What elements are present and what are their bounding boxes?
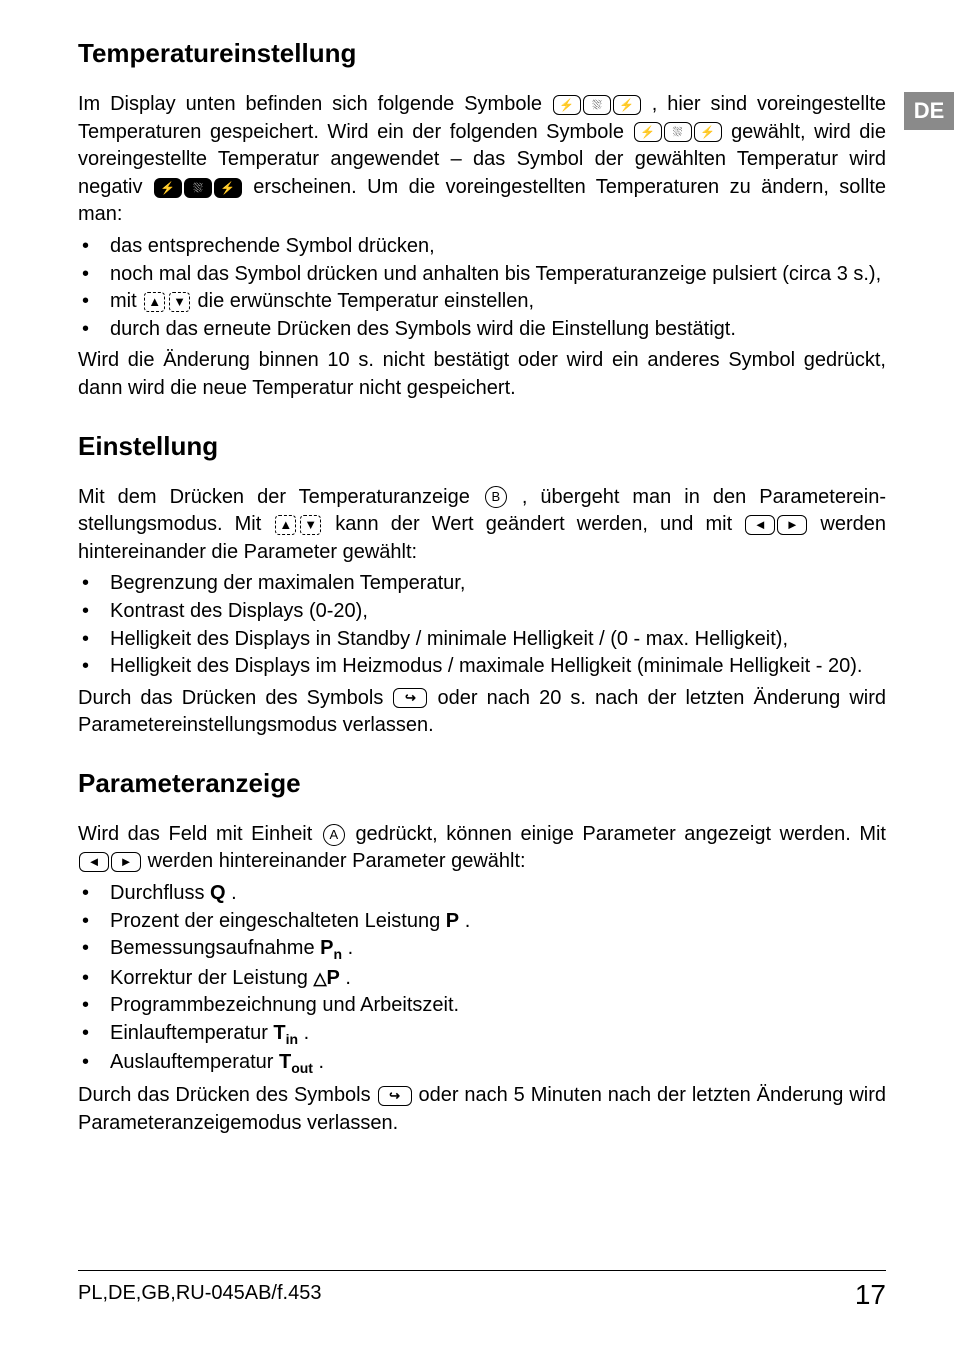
heading-parameteranzeige: Parameteranzeige (78, 768, 886, 799)
section1-para2: Wird die Änderung binnen 10 s. nicht bes… (78, 347, 886, 402)
plug-icon-inverted: ⚡ (214, 178, 242, 198)
list-item: Helligkeit des Displays im Heizmodus / m… (78, 653, 886, 681)
exit-icon: ↪ (378, 1086, 412, 1106)
symbol-tout: Tout (279, 1051, 313, 1073)
list-item: Programmbezeichnung und Arbeitszeit. (78, 992, 886, 1020)
exit-icon: ↪ (393, 688, 427, 708)
text: . (348, 937, 354, 959)
plug-icon: ⚡ (694, 122, 722, 142)
section3-para2: Durch das Drücken des Symbols ↪ oder nac… (78, 1082, 886, 1137)
text: Durch das Drücken des Symbols (78, 687, 392, 709)
text: Wird das Feld mit Einheit (78, 823, 321, 845)
symbol-q: Q (210, 882, 226, 904)
key-a-icon: A (323, 824, 345, 846)
symbol-pn: Pn (320, 937, 342, 959)
text: Korrektur der Leistung (110, 967, 313, 989)
text: . (319, 1051, 325, 1073)
shower-icon: ⛆ (664, 122, 692, 142)
right-arrow-icon: ► (777, 515, 807, 535)
list-item: Korrektur der Leistung △P . (78, 965, 886, 993)
list-item: Prozent der eingeschalteten Leistung P . (78, 908, 886, 936)
section1-para1: Im Display unten befinden sich folgende … (78, 91, 886, 229)
plug-icon: ⚡ (553, 95, 581, 115)
text: Auslauftemperatur (110, 1051, 279, 1073)
list-item: Kontrast des Displays (0-20), (78, 598, 886, 626)
text: Durchfluss (110, 882, 210, 904)
text: gedrückt, können einige Parameter angeze… (355, 823, 886, 845)
text: . (465, 910, 471, 932)
up-arrow-icon: ▲ (144, 292, 165, 312)
text: kann der Wert geändert werden, und mit (335, 513, 744, 535)
list-item: Helligkeit des Displays in Standby / min… (78, 626, 886, 654)
list-item: Begrenzung der maximalen Temperatur, (78, 570, 886, 598)
section3-list: Durchfluss Q . Prozent der eingeschaltet… (78, 880, 886, 1078)
text: Bemessungsaufnahme (110, 937, 320, 959)
text: . (231, 882, 237, 904)
text: Im Display unten befinden sich folgende … (78, 93, 552, 115)
plug-icon: ⚡ (613, 95, 641, 115)
text: Durch das Drücken des Symbols (78, 1084, 377, 1106)
down-arrow-icon: ▼ (300, 515, 321, 535)
text: Prozent der eingeschalteten Leistung (110, 910, 446, 932)
shower-icon-inverted: ⛆ (184, 178, 212, 198)
left-arrow-icon: ◄ (745, 515, 775, 535)
list-item: Durchfluss Q . (78, 880, 886, 908)
page-number: 17 (855, 1279, 886, 1311)
text: werden hintereinander Parameter gewählt: (148, 850, 526, 872)
left-arrow-icon: ◄ (79, 852, 109, 872)
heading-temperatureinstellung: Temperatureinstellung (78, 38, 886, 69)
heading-einstellung: Einstellung (78, 431, 886, 462)
section-einstellung: Einstellung Mit dem Drücken der Temperat… (78, 431, 886, 740)
section2-list: Begrenzung der maximalen Temperatur, Kon… (78, 570, 886, 680)
symbol-p: P (446, 910, 459, 932)
right-arrow-icon: ► (111, 852, 141, 872)
footer-code: PL,DE,GB,RU-045AB/f.453 (78, 1282, 321, 1305)
list-item: Bemessungsaufnahme Pn . (78, 935, 886, 964)
list-item: noch mal das Symbol drücken und anhalten… (78, 261, 886, 289)
down-arrow-icon: ▼ (169, 292, 190, 312)
up-arrow-icon: ▲ (275, 515, 296, 535)
text: mit (110, 290, 142, 312)
section-parameteranzeige: Parameteranzeige Wird das Feld mit Einhe… (78, 768, 886, 1138)
section2-para2: Durch das Drücken des Symbols ↪ oder nac… (78, 685, 886, 740)
list-item: durch das erneute Drücken des Symbols wi… (78, 316, 886, 344)
symbol-delta-p: △P (313, 967, 339, 989)
list-item: Einlauftemperatur Tin . (78, 1020, 886, 1049)
section3-para1: Wird das Feld mit Einheit A gedrückt, kö… (78, 821, 886, 876)
symbol-tin: Tin (273, 1022, 298, 1044)
plug-icon: ⚡ (634, 122, 662, 142)
text: Mit dem Drücken der Temperaturanzeige (78, 486, 483, 508)
text: . (304, 1022, 310, 1044)
list-item: mit ▲▼ die erwünschte Temperatur einstel… (78, 288, 886, 316)
text: . (345, 967, 351, 989)
list-item: das entsprechende Symbol drücken, (78, 233, 886, 261)
plug-icon-inverted: ⚡ (154, 178, 182, 198)
section1-list: das entsprechende Symbol drücken, noch m… (78, 233, 886, 343)
list-item: Auslauftemperatur Tout . (78, 1049, 886, 1078)
text: Einlauftemperatur (110, 1022, 273, 1044)
text: die erwünschte Temperatur einstellen, (198, 290, 534, 312)
footer-divider (78, 1270, 886, 1271)
section2-para1: Mit dem Drücken der Temperaturanzeige B … (78, 484, 886, 567)
shower-icon: ⛆ (583, 95, 611, 115)
key-b-icon: B (485, 486, 507, 508)
section-temperatureinstellung: Temperatureinstellung Im Display unten b… (78, 38, 886, 403)
language-tab: DE (904, 92, 954, 130)
